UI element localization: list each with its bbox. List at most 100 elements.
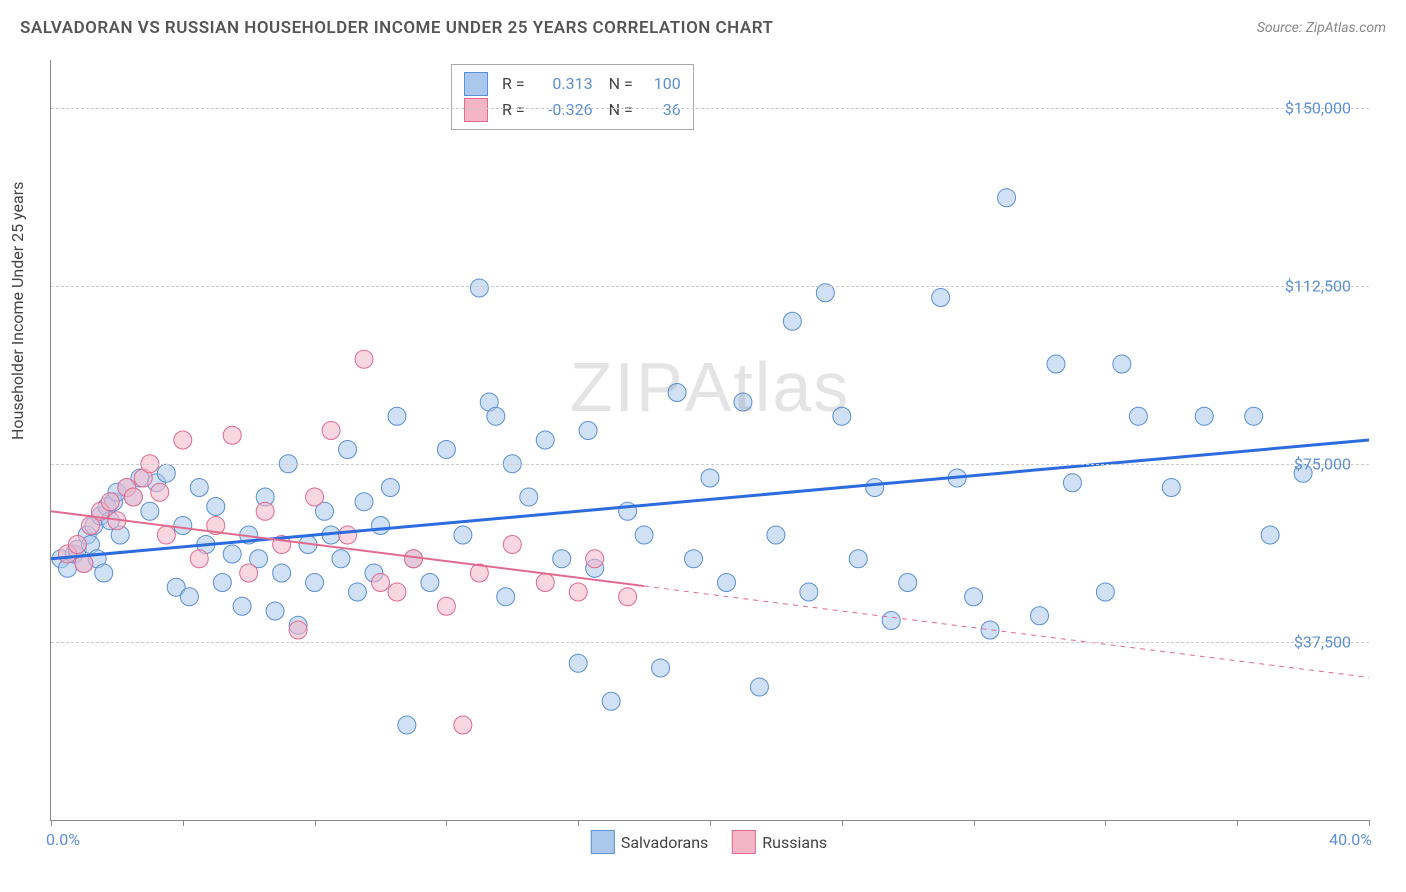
source-name: ZipAtlas.com (1306, 20, 1386, 36)
scatter-point (470, 279, 488, 297)
scatter-point (1261, 526, 1279, 544)
r-label: R = (502, 97, 525, 123)
x-axis-min: 0.0% (46, 830, 80, 849)
scatter-point (497, 588, 515, 606)
series-legend: Salvadorans Russians (591, 830, 827, 854)
x-axis-tick (578, 820, 579, 826)
scatter-point (767, 526, 785, 544)
scatter-point (174, 431, 192, 449)
scatter-point (783, 312, 801, 330)
scatter-point (256, 502, 274, 520)
scatter-point (569, 654, 587, 672)
r-value: -0.326 (533, 97, 593, 123)
gridline (51, 286, 1369, 287)
series-name: Salvadorans (621, 833, 708, 852)
scatter-point (372, 574, 390, 592)
x-axis-tick (183, 820, 184, 826)
y-axis-tick-label: $75,000 (1294, 454, 1351, 473)
scatter-point (157, 526, 175, 544)
x-axis-label-row: 0.0% SalvadoransRussians 40.0% (50, 830, 1368, 860)
scatter-point (339, 526, 357, 544)
scatter-point (223, 426, 241, 444)
scatter-point (273, 564, 291, 582)
legend-swatch (464, 98, 488, 122)
scatter-point (833, 407, 851, 425)
y-axis-title: Householder Income Under 25 years (8, 182, 27, 440)
source-attribution: Source: ZipAtlas.com (1257, 20, 1386, 36)
trend-line (51, 440, 1369, 559)
scatter-point (388, 583, 406, 601)
gridline (51, 464, 1369, 465)
scatter-point (1195, 407, 1213, 425)
scatter-point (398, 716, 416, 734)
x-axis-tick (974, 820, 975, 826)
scatter-point (306, 574, 324, 592)
scatter-point (95, 564, 113, 582)
scatter-point (454, 526, 472, 544)
scatter-point (536, 431, 554, 449)
scatter-point (932, 289, 950, 307)
scatter-point (635, 526, 653, 544)
x-axis-tick (710, 820, 711, 826)
scatter-point (101, 493, 119, 511)
scatter-point (190, 550, 208, 568)
scatter-point (289, 621, 307, 639)
scatter-point (339, 441, 357, 459)
scatter-point (437, 597, 455, 615)
series-name: Russians (762, 833, 827, 852)
scatter-point (223, 545, 241, 563)
scatter-point (1162, 479, 1180, 497)
n-label: N = (609, 71, 633, 97)
scatter-point (849, 550, 867, 568)
scatter-point (520, 488, 538, 506)
n-value: 100 (641, 71, 681, 97)
gridline (51, 108, 1369, 109)
scatter-point (151, 483, 169, 501)
scatter-point (602, 692, 620, 710)
source-prefix: Source: (1257, 20, 1306, 36)
scatter-point (141, 502, 159, 520)
scatter-point (157, 464, 175, 482)
scatter-point (388, 407, 406, 425)
scatter-point (536, 574, 554, 592)
scatter-point (322, 422, 340, 440)
x-axis-tick (1369, 820, 1370, 826)
scatter-point (998, 189, 1016, 207)
scatter-point (553, 550, 571, 568)
scatter-point (981, 621, 999, 639)
scatter-point (240, 564, 258, 582)
scatter-point (487, 407, 505, 425)
scatter-point (207, 498, 225, 516)
n-value: 36 (641, 97, 681, 123)
series-legend-item: Salvadorans (591, 830, 708, 854)
correlation-legend: R =0.313N =100R =-0.326N =36 (451, 64, 694, 130)
scatter-point (332, 550, 350, 568)
scatter-point (213, 574, 231, 592)
n-label: N = (609, 97, 633, 123)
x-axis-tick (446, 820, 447, 826)
scatter-point (734, 393, 752, 411)
scatter-point (68, 536, 86, 554)
r-label: R = (502, 71, 525, 97)
legend-swatch (732, 830, 756, 854)
scatter-point (266, 602, 284, 620)
y-axis-tick-label: $112,500 (1285, 276, 1351, 295)
chart-title: SALVADORAN VS RUSSIAN HOUSEHOLDER INCOME… (20, 18, 773, 38)
scatter-point (454, 716, 472, 734)
scatter-chart (51, 60, 1369, 820)
scatter-point (866, 479, 884, 497)
correlation-legend-row: R = -0.326 N = 36 (464, 97, 681, 123)
legend-swatch (464, 72, 488, 96)
scatter-point (586, 550, 604, 568)
scatter-point (1096, 583, 1114, 601)
scatter-point (750, 678, 768, 696)
x-axis-tick (1105, 820, 1106, 826)
title-bar: SALVADORAN VS RUSSIAN HOUSEHOLDER INCOME… (20, 18, 1386, 38)
scatter-point (233, 597, 251, 615)
y-axis-tick-label: $150,000 (1285, 98, 1351, 117)
scatter-point (124, 488, 142, 506)
scatter-point (190, 479, 208, 497)
scatter-point (348, 583, 366, 601)
scatter-point (503, 536, 521, 554)
scatter-point (437, 441, 455, 459)
